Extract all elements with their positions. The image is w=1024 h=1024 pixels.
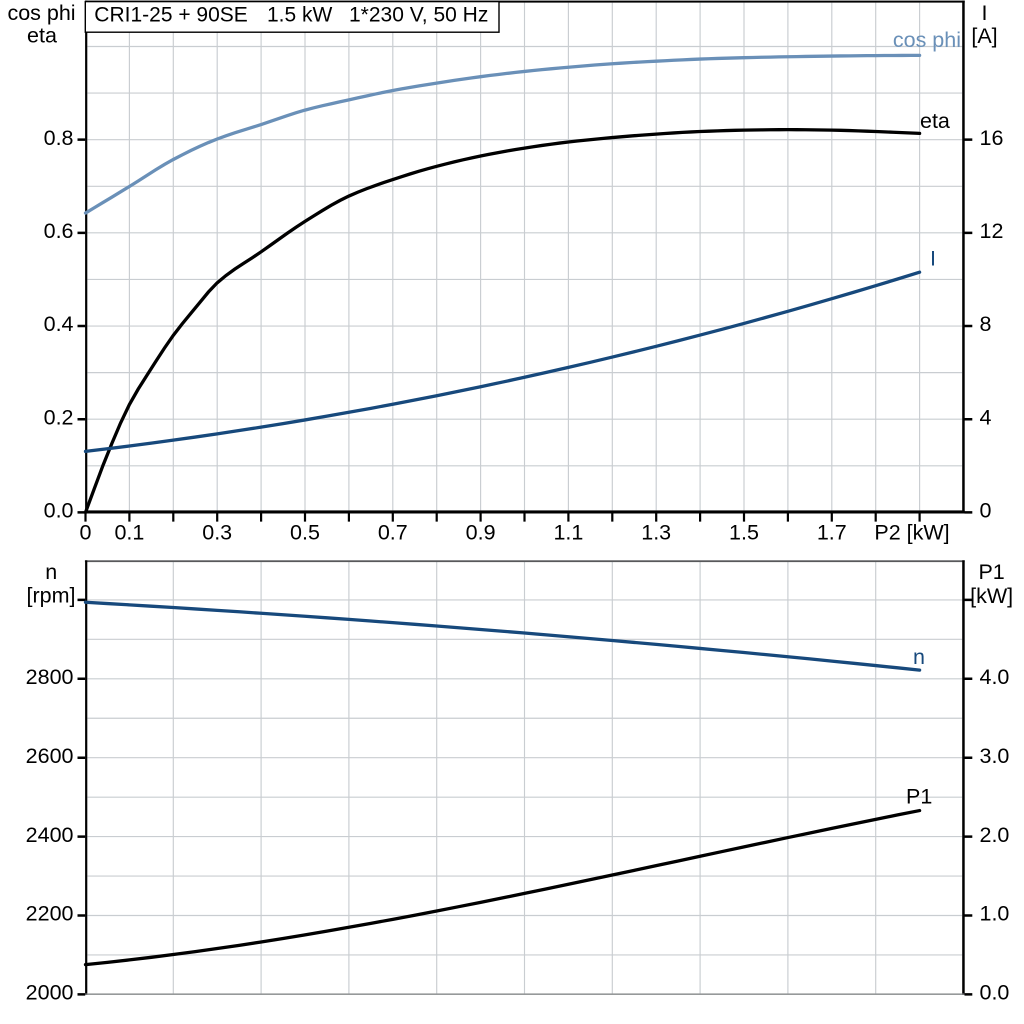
svg-text:1.5 kW: 1.5 kW: [267, 4, 333, 27]
svg-text:3.0: 3.0: [980, 744, 1010, 768]
svg-text:P2 [kW]: P2 [kW]: [874, 521, 949, 545]
svg-text:CRI1-25 + 90SE: CRI1-25 + 90SE: [94, 4, 248, 27]
svg-text:4.0: 4.0: [980, 665, 1010, 689]
svg-text:2400: 2400: [26, 823, 74, 847]
svg-text:0.0: 0.0: [980, 981, 1010, 1005]
svg-text:[rpm]: [rpm]: [27, 584, 76, 608]
svg-text:1.5: 1.5: [729, 521, 759, 545]
svg-text:0.1: 0.1: [114, 521, 144, 545]
svg-text:1.1: 1.1: [553, 521, 583, 545]
svg-text:n: n: [45, 560, 57, 584]
svg-text:0.4: 0.4: [44, 312, 74, 336]
svg-text:2000: 2000: [26, 981, 74, 1005]
svg-text:2200: 2200: [26, 902, 74, 926]
svg-text:[A]: [A]: [971, 24, 997, 48]
svg-text:cos phi: cos phi: [893, 28, 961, 52]
svg-text:0: 0: [980, 499, 992, 523]
svg-text:16: 16: [980, 126, 1004, 150]
svg-text:eta: eta: [27, 24, 57, 48]
svg-text:2.0: 2.0: [980, 823, 1010, 847]
svg-text:4: 4: [980, 405, 992, 429]
svg-text:0: 0: [80, 521, 92, 545]
svg-text:1.7: 1.7: [817, 521, 847, 545]
svg-text:2600: 2600: [26, 744, 74, 768]
svg-text:0.9: 0.9: [466, 521, 496, 545]
svg-text:1*230 V, 50 Hz: 1*230 V, 50 Hz: [349, 4, 488, 27]
svg-text:0.2: 0.2: [44, 405, 74, 429]
svg-text:0.0: 0.0: [44, 499, 74, 523]
svg-text:8: 8: [980, 312, 992, 336]
svg-text:P1: P1: [978, 560, 1004, 584]
svg-text:n: n: [913, 645, 925, 669]
svg-text:0.5: 0.5: [290, 521, 320, 545]
svg-text:1.3: 1.3: [641, 521, 671, 545]
svg-text:0.7: 0.7: [378, 521, 408, 545]
svg-text:cos phi: cos phi: [7, 1, 75, 25]
svg-text:0.8: 0.8: [44, 126, 74, 150]
svg-text:0.6: 0.6: [44, 219, 74, 243]
svg-text:eta: eta: [920, 109, 950, 133]
svg-text:[kW]: [kW]: [970, 584, 1013, 608]
svg-text:12: 12: [980, 219, 1004, 243]
svg-text:I: I: [982, 1, 988, 25]
svg-text:I: I: [930, 247, 936, 271]
svg-text:1.0: 1.0: [980, 902, 1010, 926]
svg-text:P1: P1: [906, 785, 932, 809]
svg-text:0.3: 0.3: [202, 521, 232, 545]
svg-text:2800: 2800: [26, 665, 74, 689]
